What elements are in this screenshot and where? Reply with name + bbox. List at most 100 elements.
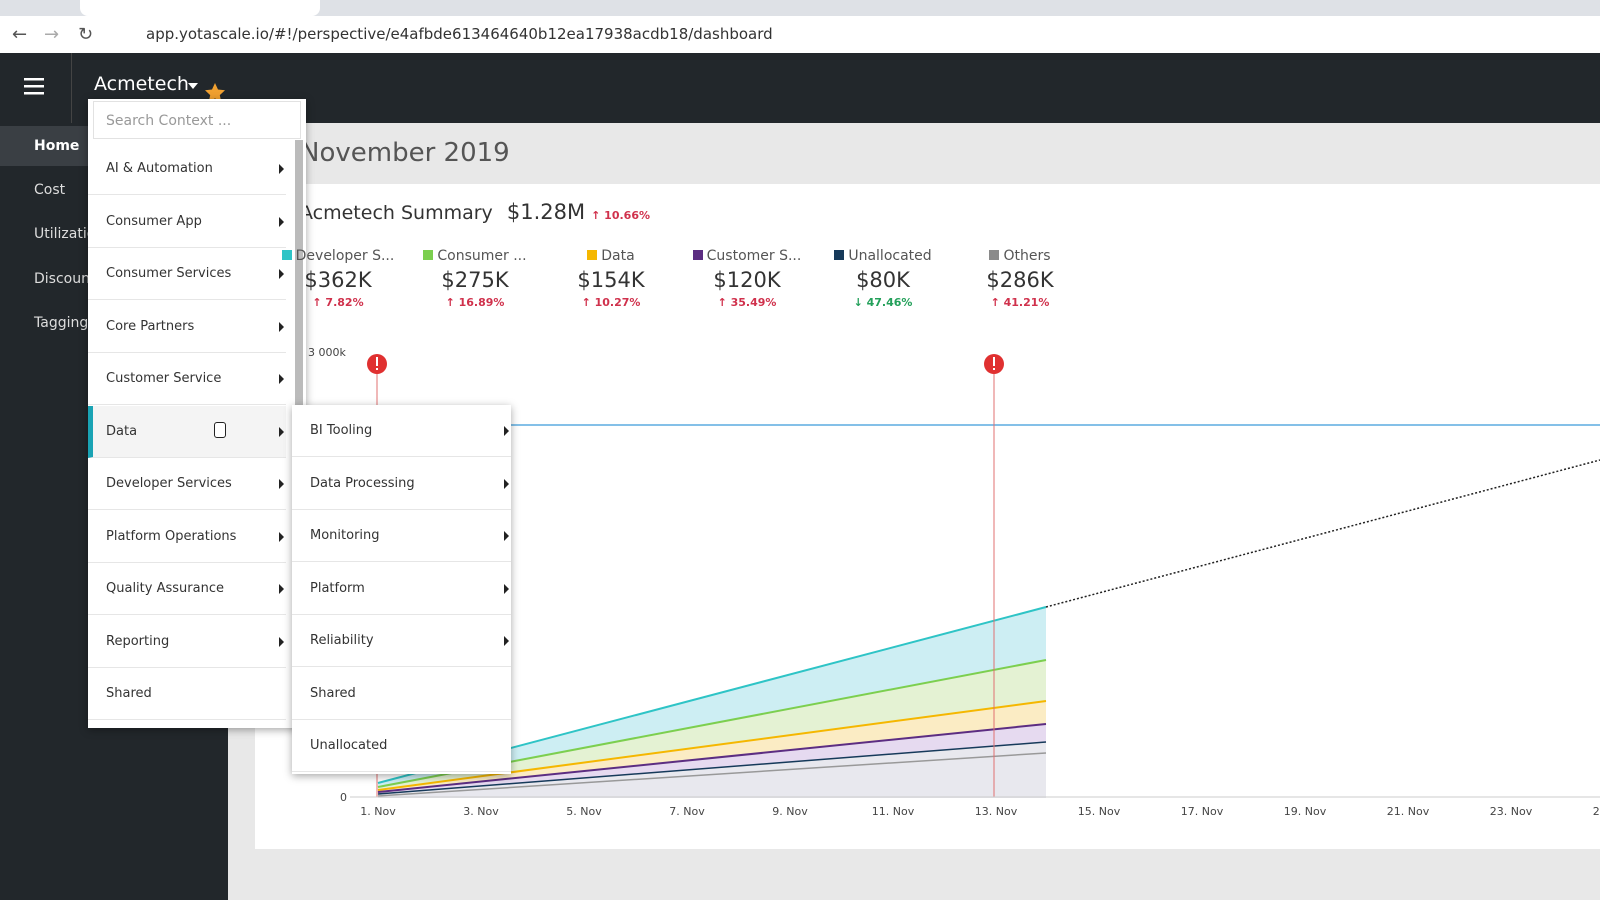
- sidebar-item[interactable]: Cost: [34, 182, 66, 198]
- context-selector[interactable]: Acmetech: [94, 73, 189, 95]
- url[interactable]: app.yotascale.io/#!/perspective/e4afbde6…: [146, 25, 773, 43]
- series-line: [377, 741, 1047, 795]
- y-axis-label: 0: [340, 791, 347, 804]
- x-axis-label: 9. Nov: [772, 805, 808, 818]
- submenu-item[interactable]: Unallocated: [292, 720, 511, 772]
- sidebar-item[interactable]: Utilization: [34, 226, 90, 242]
- address-bar: ← → ↻ app.yotascale.io/#!/perspective/e4…: [0, 16, 1600, 54]
- kpi-value: $286K: [986, 268, 1054, 292]
- legend-swatch: [281, 250, 292, 260]
- kpi-label[interactable]: Consumer ...: [437, 248, 527, 264]
- event-marker[interactable]: [984, 354, 1004, 374]
- summary-change: ↑ 10.66%: [591, 209, 651, 222]
- kpi: Others $286K ↑ 41.21%: [950, 248, 1090, 309]
- selector-icons[interactable]: [188, 83, 228, 105]
- x-axis-label: 19. Nov: [1284, 805, 1327, 818]
- series-line: [377, 700, 1047, 791]
- kpi-change: ↑ 16.89%: [445, 296, 505, 309]
- submenu-arrow: [279, 216, 284, 227]
- series-line: [377, 723, 1047, 793]
- kpi-change: ↓ 47.46%: [853, 296, 913, 309]
- legend-swatch: [834, 250, 845, 260]
- x-axis-label: 17. Nov: [1181, 805, 1224, 818]
- submenu-item[interactable]: Data Processing: [292, 458, 511, 510]
- menu-item[interactable]: Quality Assurance: [88, 563, 286, 615]
- forward-button[interactable]: →: [44, 24, 60, 45]
- menu-item[interactable]: Developer Services: [88, 458, 286, 510]
- kpi-label: Data: [541, 248, 681, 264]
- x-axis-label: 5. Nov: [566, 805, 602, 818]
- menu-item[interactable]: Reporting: [88, 616, 286, 668]
- context-menu: Search Context ... AI & Automation Consum…: [88, 99, 306, 728]
- kpi-label: Unallocated: [813, 248, 953, 264]
- kpi-label: Consumer ...: [405, 248, 545, 264]
- series-line: [377, 752, 1047, 797]
- submenu-item[interactable]: Monitoring: [292, 510, 511, 562]
- search-input[interactable]: Search Context ...: [93, 101, 301, 139]
- summary-total: $1.28M: [506, 200, 586, 224]
- kpi-label[interactable]: Developer S...: [295, 248, 395, 264]
- x-axis-label: 11. Nov: [872, 805, 915, 818]
- kpi-label[interactable]: Data: [601, 248, 635, 264]
- kpi-value: $275K: [441, 268, 509, 292]
- x-axis-label: 21. Nov: [1387, 805, 1430, 818]
- reload-button[interactable]: ↻: [78, 24, 94, 45]
- submenu-arrow: [504, 478, 509, 489]
- menu-item[interactable]: Platform Operations: [88, 511, 286, 563]
- kpi-label: Customer S...: [677, 248, 817, 264]
- summary-header: Acmetech Summary $1.28M ↑ 10.66%: [300, 200, 650, 224]
- cursor: [214, 422, 226, 438]
- menu-item[interactable]: Consumer App: [88, 196, 286, 248]
- kpi-label[interactable]: Customer S...: [706, 248, 802, 264]
- submenu-arrow: [504, 636, 509, 646]
- sidebar-item[interactable]: Discounts: [34, 271, 90, 287]
- hamburger[interactable]: [24, 77, 44, 95]
- kpi-value: $362K: [304, 268, 372, 292]
- page-title: November 2019: [300, 138, 510, 168]
- submenu-item[interactable]: Platform: [292, 563, 511, 615]
- submenu-arrow: [279, 636, 284, 647]
- kpi: Data $154K ↑ 10.27%: [541, 248, 681, 309]
- menu-item[interactable]: Data: [88, 405, 286, 458]
- menu-item[interactable]: Core Partners: [88, 301, 286, 353]
- kpi-label[interactable]: Others: [1003, 248, 1051, 264]
- kpi-value: $120K: [713, 268, 781, 292]
- submenu-item[interactable]: Shared: [292, 668, 511, 720]
- x-axis-label: 1. Nov: [360, 805, 396, 818]
- kpi-change: ↑ 10.27%: [581, 296, 641, 309]
- x-axis-label: 23. Nov: [1490, 805, 1533, 818]
- kpi: Customer S... $120K ↑ 35.49%: [677, 248, 817, 309]
- menu-item[interactable]: Shared: [88, 668, 286, 720]
- menu-item[interactable]: Customer Service: [88, 353, 286, 405]
- legend-swatch: [587, 250, 598, 260]
- legend-swatch: [692, 250, 703, 260]
- kpi-change: ↑ 35.49%: [717, 296, 777, 309]
- kpi-value: $80K: [856, 268, 910, 292]
- sidebar-item[interactable]: Home: [0, 126, 90, 166]
- sidebar-item[interactable]: Tagging: [34, 315, 89, 331]
- event-marker[interactable]: [367, 354, 387, 374]
- tab[interactable]: [80, 0, 320, 16]
- submenu-item[interactable]: Reliability: [292, 615, 511, 667]
- kpi: Developer S... $362K ↑ 7.82%: [268, 248, 408, 309]
- x-axis-label: 3. Nov: [463, 805, 499, 818]
- submenu: BI Tooling Data Processing Monitoring Platf…: [292, 405, 511, 774]
- submenu-arrow: [279, 164, 284, 174]
- menu-item[interactable]: Consumer Services: [88, 248, 286, 300]
- legend-swatch: [989, 250, 1000, 260]
- submenu-item[interactable]: BI Tooling: [292, 405, 511, 457]
- submenu-arrow: [279, 479, 284, 489]
- tab-strip: [0, 0, 1600, 16]
- submenu-arrow: [279, 584, 284, 594]
- submenu-arrow: [279, 374, 284, 384]
- back-button[interactable]: ←: [12, 24, 28, 45]
- menu-item[interactable]: AI & Automation: [88, 143, 286, 195]
- kpi-label[interactable]: Unallocated: [848, 248, 932, 264]
- submenu-arrow: [504, 426, 509, 436]
- submenu-arrow: [504, 583, 509, 594]
- forecast-line: [1045, 459, 1600, 608]
- scrollbar[interactable]: [295, 140, 303, 406]
- x-axis-label: 25. Nov: [1593, 805, 1600, 818]
